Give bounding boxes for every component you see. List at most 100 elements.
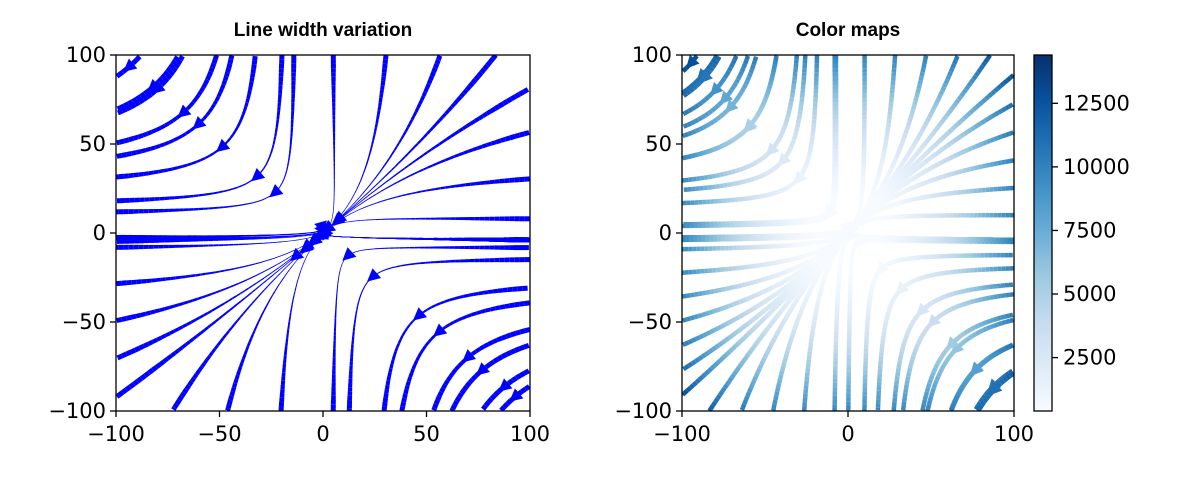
streamline-segment xyxy=(946,353,953,360)
streamline-segment xyxy=(900,176,907,183)
streamline-segment xyxy=(775,301,782,308)
streamline-segment xyxy=(355,208,361,212)
streamline-segment xyxy=(954,169,960,176)
streamline-segment xyxy=(250,334,254,339)
streamline-segment xyxy=(683,109,690,116)
streamline-segment xyxy=(276,273,281,278)
streamline-segment xyxy=(858,195,864,201)
streamline-segment xyxy=(402,393,408,399)
streamline-segment xyxy=(361,172,365,178)
streamline-segment xyxy=(689,292,695,298)
streamline-segment xyxy=(350,196,354,202)
streamline-segment xyxy=(939,146,946,153)
streamline-segment xyxy=(146,129,153,136)
streamline-segment xyxy=(231,295,237,300)
streamline-segment xyxy=(470,77,478,85)
stream-arrow xyxy=(743,118,758,133)
streamline-segment xyxy=(171,406,177,411)
streamline-segment xyxy=(1005,158,1010,165)
streamline-segment xyxy=(942,82,948,89)
streamline-segment xyxy=(401,177,407,181)
streamplot-line-width-variation: Line width variation −100 −50 0 50 100−100−5… xyxy=(48,20,550,446)
streamline-segment xyxy=(486,397,494,404)
streamline-segment xyxy=(705,64,712,71)
streamline-segment xyxy=(162,76,170,84)
streamline-segment xyxy=(493,104,501,111)
streamline-segment xyxy=(835,231,841,237)
streamline-segment xyxy=(500,334,508,341)
streamline-segment xyxy=(208,351,214,358)
streamline-segment xyxy=(224,71,230,78)
streamline-segment xyxy=(767,274,773,281)
streamline-segment xyxy=(348,209,354,213)
streamline-segment xyxy=(358,197,363,202)
streamline-segment xyxy=(173,348,180,355)
streamline-segment xyxy=(142,341,150,349)
streamline-segment xyxy=(229,391,236,397)
streamline-segment xyxy=(941,157,948,164)
streamline-segment xyxy=(691,128,697,135)
streamline-segment xyxy=(723,320,730,327)
streamline-segment xyxy=(186,162,193,167)
streamline-segment xyxy=(1005,292,1010,298)
streamline-segment xyxy=(391,149,396,155)
streamline-segment xyxy=(208,107,214,113)
streamline-segment xyxy=(210,103,216,110)
streamline-segment xyxy=(897,178,904,186)
streamline-segment xyxy=(730,331,737,338)
streamline-segment xyxy=(196,331,202,338)
streamline-segment xyxy=(426,306,433,311)
streamline-segment xyxy=(784,150,791,157)
streamline-segment xyxy=(182,387,189,395)
streamline-segment xyxy=(803,264,810,271)
streamline-segment xyxy=(356,196,361,201)
streamline-segment xyxy=(920,67,926,73)
streamline-segment xyxy=(417,352,423,358)
streamline-segment xyxy=(717,80,725,87)
streamline-segment xyxy=(927,165,934,172)
streamline-segment xyxy=(890,160,897,166)
streamline-segment xyxy=(352,205,357,209)
streamline-segment xyxy=(159,73,167,81)
streamline-segment xyxy=(903,163,910,170)
streamline-segment xyxy=(482,290,489,295)
streamline-segment xyxy=(392,181,398,185)
streamline xyxy=(117,87,530,242)
streamline-segment xyxy=(285,338,289,343)
streamline-segment xyxy=(983,390,990,397)
streamline-segment xyxy=(188,337,195,343)
streamline-segment xyxy=(739,66,746,73)
streamline-segment xyxy=(445,185,451,189)
streamline-segment xyxy=(813,218,818,224)
streamline-segment xyxy=(912,347,919,353)
streamline-segment xyxy=(495,138,502,145)
streamline-segment xyxy=(376,190,382,195)
streamline-segment xyxy=(786,183,793,190)
streamline-segment xyxy=(757,107,764,114)
streamline-segment xyxy=(977,164,983,170)
streamline-segment xyxy=(924,137,931,144)
streamline-segment xyxy=(696,151,702,157)
streamline-segment xyxy=(952,101,959,108)
streamline-segment xyxy=(230,386,237,393)
streamline-segment xyxy=(467,81,475,89)
streamline-segment xyxy=(381,181,386,186)
stream-arrow xyxy=(851,233,866,247)
streamline-segment xyxy=(962,301,968,307)
streamline-segment xyxy=(433,399,441,406)
streamline-segment xyxy=(237,366,243,372)
streamline-segment xyxy=(910,197,916,203)
streamline-segment xyxy=(744,55,751,61)
streamline-segment xyxy=(239,313,244,318)
streamline-segment xyxy=(181,163,188,168)
streamline-segment xyxy=(284,342,288,347)
streamline-segment xyxy=(248,338,253,343)
streamline-segment xyxy=(231,382,238,389)
streamline-segment xyxy=(469,119,476,126)
streamline-segment xyxy=(468,292,474,297)
streamline-segment xyxy=(171,116,178,123)
streamline-segment xyxy=(796,269,803,276)
streamline-segment xyxy=(755,110,762,117)
streamline-segment xyxy=(729,285,735,291)
streamline-segment xyxy=(894,192,900,199)
